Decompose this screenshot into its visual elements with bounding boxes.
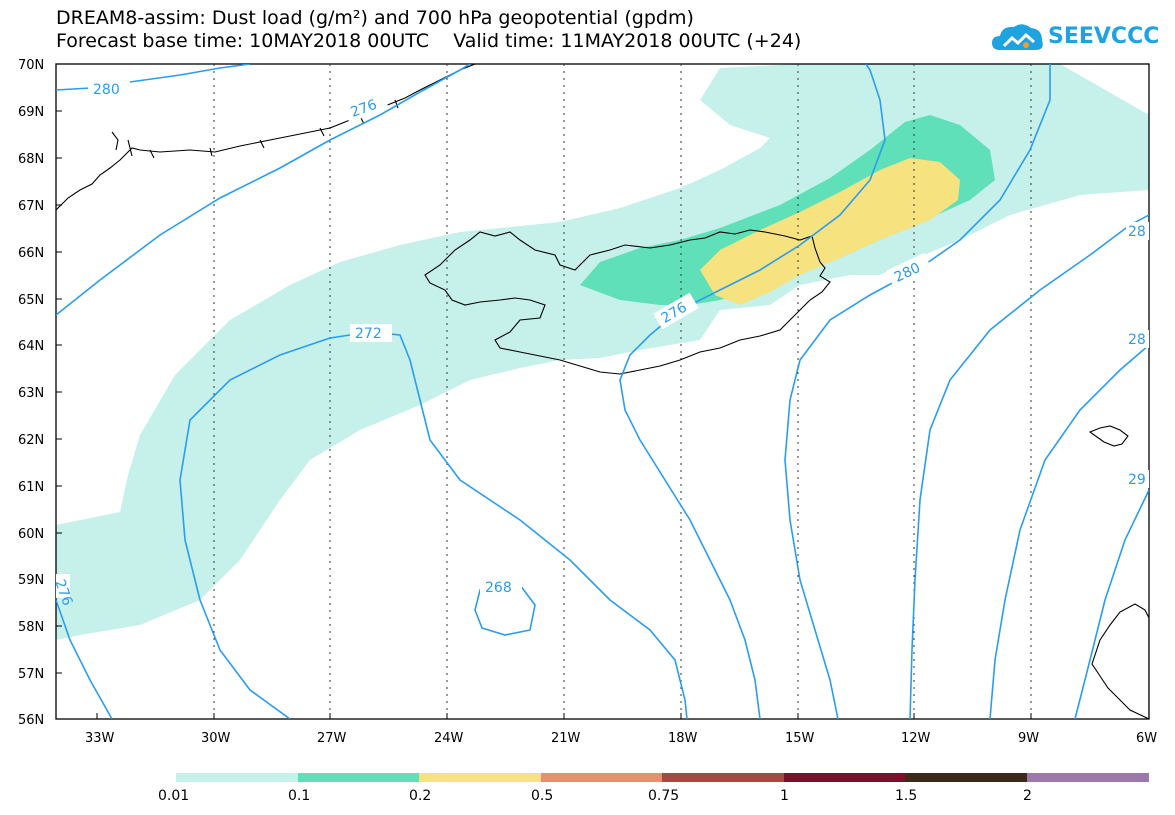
lon-label: 18W: [668, 731, 698, 746]
lon-label: 21W: [551, 731, 581, 746]
lon-label: 30W: [201, 731, 231, 746]
map-title: DREAM8-assim: Dust load (g/m²) and 700 h…: [56, 7, 694, 29]
contour-label: 272: [355, 326, 382, 342]
geopotential-contours: [56, 64, 1149, 719]
contour-288: [989, 344, 1149, 719]
lat-label: 62N: [18, 433, 44, 448]
greenland-coast-inlets: [111, 99, 399, 159]
colorbar-swatch: [905, 773, 1027, 782]
coastlines: [56, 64, 1149, 719]
lon-label: 15W: [785, 731, 815, 746]
lat-label: 60N: [18, 527, 44, 542]
lat-label: 63N: [18, 386, 44, 401]
colorbar-label: 0.75: [648, 788, 679, 804]
colorbar-label: 0.2: [409, 788, 431, 804]
lat-label: 61N: [18, 480, 44, 495]
colorbar-label: 1.5: [895, 788, 917, 804]
contour-280-west: [56, 64, 251, 91]
dust-region-medium: [580, 115, 995, 305]
lat-label: 65N: [18, 293, 44, 308]
lon-label: 12W: [901, 731, 931, 746]
lon-label: 9W: [1018, 731, 1039, 746]
lat-label: 64N: [18, 339, 44, 354]
colorbar-label: 1: [780, 788, 789, 804]
lat-label: 70N: [18, 58, 44, 73]
colorbar: 0.01 0.1 0.2 0.5 0.75 1 1.5 2: [158, 773, 1149, 804]
map-subtitle: Forecast base time: 10MAY2018 00UTC Vali…: [56, 30, 802, 52]
lat-label: 68N: [18, 152, 44, 167]
contour-label: 280: [93, 82, 120, 98]
faroe-islands-coast: [1088, 425, 1129, 447]
colorbar-swatch: [419, 773, 541, 782]
colorbar-swatch: [1027, 773, 1149, 782]
contour-276-east: [619, 64, 886, 719]
colorbar-label: 0.1: [288, 788, 310, 804]
latitude-labels: 70N 69N 68N 67N 66N 65N 64N 63N 62N 61N …: [18, 58, 44, 728]
colorbar-swatch: [176, 773, 298, 782]
dust-fields: [56, 64, 1149, 640]
cloud-logo-icon: [992, 24, 1043, 50]
contour-276-north: [56, 64, 471, 316]
iceland-coast: [424, 229, 831, 375]
contour-label: 28: [1128, 332, 1146, 348]
lat-label: 66N: [18, 246, 44, 261]
colorbar-swatch: [541, 773, 662, 782]
colorbar-label: 0.5: [531, 788, 553, 804]
contour-272: [56, 331, 688, 719]
contour-284: [909, 214, 1149, 719]
colorbar-label: 2: [1023, 788, 1032, 804]
colorbar-swatch: [662, 773, 784, 782]
dust-region-high: [700, 158, 960, 305]
lat-label: 58N: [18, 620, 44, 635]
lat-label: 69N: [18, 105, 44, 120]
contour-label-backgrounds: [56, 80, 1149, 598]
lon-label: 24W: [434, 731, 464, 746]
lon-label: 27W: [317, 731, 347, 746]
lat-label: 59N: [18, 573, 44, 588]
lat-label: 56N: [18, 713, 44, 728]
colorbar-swatch: [784, 773, 905, 782]
lat-label: 67N: [18, 199, 44, 214]
lon-label: 6W: [1136, 731, 1157, 746]
contour-label: 28: [1128, 224, 1146, 240]
axis-ticks: [56, 110, 1032, 719]
contour-268: [474, 579, 536, 636]
contour-292: [1074, 489, 1149, 719]
logo-text: SEEVCCC: [1048, 24, 1160, 49]
colorbar-swatch: [298, 773, 419, 782]
contour-280-east: [784, 64, 1051, 719]
lon-label: 33W: [85, 731, 115, 746]
contour-label: 268: [485, 580, 512, 596]
scotland-coast: [1091, 603, 1149, 719]
longitude-labels: 33W 30W 27W 24W 21W 18W 15W 12W 9W 6W: [85, 731, 1157, 746]
greenland-coast: [56, 64, 476, 211]
colorbar-label: 0.01: [158, 788, 189, 804]
lat-label: 57N: [18, 667, 44, 682]
contour-label: 29: [1128, 472, 1146, 488]
